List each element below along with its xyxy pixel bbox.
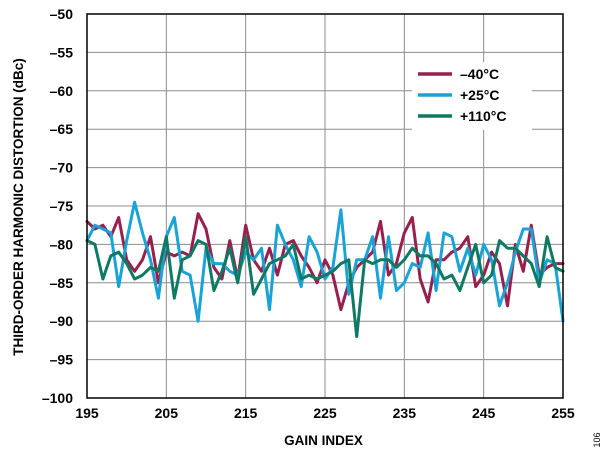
y-tick-label: –90 [50, 313, 74, 329]
y-tick-label: –60 [50, 83, 74, 99]
y-axis-tick-labels: –50 –55 –60 –65 –70 –75 –80 –85 –90 –95 –100 [42, 6, 73, 406]
legend-label: +25°C [460, 87, 499, 103]
y-tick-label: –55 [50, 44, 74, 60]
x-tick-label: 235 [393, 405, 417, 421]
x-tick-label: 255 [551, 405, 575, 421]
x-axis-title: GAIN INDEX [284, 433, 363, 448]
y-axis-title: THIRD-ORDER HARMONIC DISTORTION (dBc) [11, 58, 26, 356]
series-lines [85, 200, 565, 339]
x-tick-label: 205 [155, 405, 179, 421]
figure-id: 106 [592, 432, 602, 447]
legend: –40°C +25°C +110°C [412, 62, 532, 130]
series-line [85, 235, 565, 339]
y-tick-label: –70 [50, 160, 74, 176]
x-tick-label: 225 [313, 405, 337, 421]
y-tick-label: –85 [50, 275, 74, 291]
legend-label: +110°C [460, 108, 506, 124]
x-axis-tick-labels: 195 205 215 225 235 245 255 [75, 405, 575, 421]
x-tick-label: 195 [75, 405, 99, 421]
legend-label: –40°C [460, 66, 499, 82]
y-tick-label: –100 [42, 390, 73, 406]
x-tick-label: 245 [472, 405, 496, 421]
y-tick-label: –95 [50, 352, 74, 368]
y-tick-label: –65 [50, 121, 74, 137]
plot-area-frame [86, 13, 564, 399]
y-tick-label: –80 [50, 236, 74, 252]
y-tick-label: –50 [50, 6, 74, 22]
series-line [85, 212, 565, 312]
x-tick-label: 215 [234, 405, 258, 421]
y-tick-label: –75 [50, 198, 74, 214]
